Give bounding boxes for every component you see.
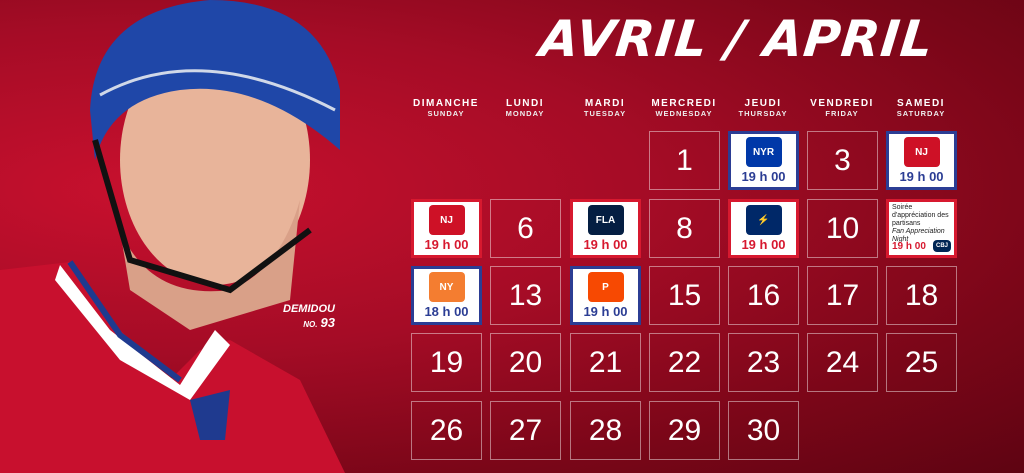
day-name-fr: MERCREDI — [651, 98, 717, 109]
day-cell[interactable]: 20 — [490, 333, 561, 392]
month-title: AVRIL / APRIL — [536, 10, 937, 68]
day-name-en: THURSDAY — [738, 109, 788, 118]
new-york-rangers-icon: NYR — [745, 137, 782, 167]
game-time: 19 h 00 — [583, 237, 628, 252]
game-cell[interactable]: FLA 19 h 00 — [570, 199, 641, 258]
promo-en: Fan Appreciation Night — [892, 228, 945, 243]
game-time: 19 h 00 — [741, 169, 786, 184]
day-cell[interactable]: 1 — [649, 131, 720, 190]
day-number: 6 — [517, 211, 534, 245]
game-cell[interactable]: NJ 19 h 00 — [886, 131, 957, 190]
day-number: 20 — [508, 345, 543, 379]
day-cell[interactable]: 27 — [490, 401, 561, 460]
new-york-islanders-icon: NY — [428, 272, 465, 302]
game-cell[interactable]: Soirée d'appréciation des partisans Fan A… — [886, 199, 957, 258]
day-name-fr: MARDI — [584, 98, 626, 109]
day-number: 16 — [746, 278, 781, 312]
day-name-fr: LUNDI — [505, 98, 545, 109]
game-cell[interactable]: NJ 19 h 00 — [411, 199, 482, 258]
day-name-en: MONDAY — [505, 109, 545, 118]
player-photo — [0, 0, 345, 473]
florida-panthers-icon: FLA — [587, 205, 624, 235]
day-cell[interactable]: 16 — [728, 266, 799, 325]
day-header-thursday: JEUDI THURSDAY — [718, 98, 808, 118]
game-cell[interactable]: P 19 h 00 — [570, 266, 641, 325]
day-cell[interactable]: 17 — [807, 266, 878, 325]
number-label: NO. — [303, 320, 318, 329]
day-cell[interactable]: 8 — [649, 199, 720, 258]
day-cell[interactable]: 29 — [649, 401, 720, 460]
game-cell[interactable]: ⚡ 19 h 00 — [728, 199, 799, 258]
day-cell[interactable]: 21 — [570, 333, 641, 392]
day-cell[interactable]: 28 — [570, 401, 641, 460]
day-name-fr: DIMANCHE — [413, 98, 479, 109]
promo-text: Soirée d'appréciation des partisans Fan A… — [889, 202, 954, 246]
day-name-fr: VENDREDI — [810, 98, 874, 109]
day-header-sunday: DIMANCHE SUNDAY — [401, 98, 491, 118]
day-name-en: FRIDAY — [825, 109, 859, 118]
day-cell[interactable]: 25 — [886, 333, 957, 392]
day-name-en: SUNDAY — [427, 109, 465, 118]
day-name-fr: SAMEDI — [897, 98, 945, 109]
day-name-en: SATURDAY — [896, 109, 946, 118]
day-number: 21 — [588, 345, 623, 379]
day-cell[interactable]: 24 — [807, 333, 878, 392]
day-number: 10 — [825, 211, 860, 245]
day-number: 28 — [588, 413, 623, 447]
day-number: 25 — [904, 345, 939, 379]
game-cell[interactable]: NY 18 h 00 — [411, 266, 482, 325]
game-time: 19 h 00 — [892, 241, 926, 252]
day-name-en: WEDNESDAY — [655, 109, 713, 118]
day-cell[interactable]: 30 — [728, 401, 799, 460]
day-name-fr: JEUDI — [744, 98, 782, 109]
game-time: 19 h 00 — [424, 237, 469, 252]
tampa-bay-lightning-icon: ⚡ — [745, 205, 782, 235]
philadelphia-flyers-icon: P — [587, 272, 624, 302]
day-number: 24 — [825, 345, 860, 379]
day-cell[interactable]: 10 — [807, 199, 878, 258]
day-header-tuesday: MARDI TUESDAY — [560, 98, 650, 118]
day-number: 1 — [676, 143, 693, 177]
day-cell[interactable]: 22 — [649, 333, 720, 392]
day-number: 26 — [429, 413, 464, 447]
day-header-monday: LUNDI MONDAY — [480, 98, 570, 118]
day-number: 30 — [746, 413, 781, 447]
player-name: DEMIDOU — [283, 303, 335, 315]
day-cell[interactable]: 19 — [411, 333, 482, 392]
game-time: 19 h 00 — [741, 237, 786, 252]
game-time: 19 h 00 — [583, 304, 628, 319]
day-number: 8 — [676, 211, 693, 245]
day-cell[interactable]: 26 — [411, 401, 482, 460]
day-number: 17 — [825, 278, 860, 312]
day-number: 22 — [667, 345, 702, 379]
day-header-wednesday: MERCREDI WEDNESDAY — [639, 98, 729, 118]
player-number: 93 — [320, 315, 335, 330]
day-number: 23 — [746, 345, 781, 379]
day-number: 3 — [834, 143, 851, 177]
day-header-saturday: SAMEDI SATURDAY — [876, 98, 966, 118]
day-number: 13 — [508, 278, 543, 312]
day-number: 29 — [667, 413, 702, 447]
player-name-tag: DEMIDOU NO. 93 — [283, 303, 335, 330]
day-cell[interactable]: 15 — [649, 266, 720, 325]
day-name-en: TUESDAY — [583, 109, 627, 118]
game-time: 18 h 00 — [424, 304, 469, 319]
day-number: 18 — [904, 278, 939, 312]
day-number: 19 — [429, 345, 464, 379]
columbus-blue-jackets-icon: CBJ — [933, 240, 951, 252]
promo-fr: Soirée d'appréciation des partisans — [892, 204, 949, 227]
day-number: 15 — [667, 278, 702, 312]
day-header-friday: VENDREDI FRIDAY — [797, 98, 887, 118]
new-jersey-devils-icon: NJ — [428, 205, 465, 235]
day-cell[interactable]: 6 — [490, 199, 561, 258]
day-cell[interactable]: 13 — [490, 266, 561, 325]
game-time: 19 h 00 — [899, 169, 944, 184]
day-cell[interactable]: 3 — [807, 131, 878, 190]
new-jersey-devils-icon: NJ — [903, 137, 940, 167]
game-cell[interactable]: NYR 19 h 00 — [728, 131, 799, 190]
day-cell[interactable]: 23 — [728, 333, 799, 392]
day-cell[interactable]: 18 — [886, 266, 957, 325]
day-number: 27 — [508, 413, 543, 447]
